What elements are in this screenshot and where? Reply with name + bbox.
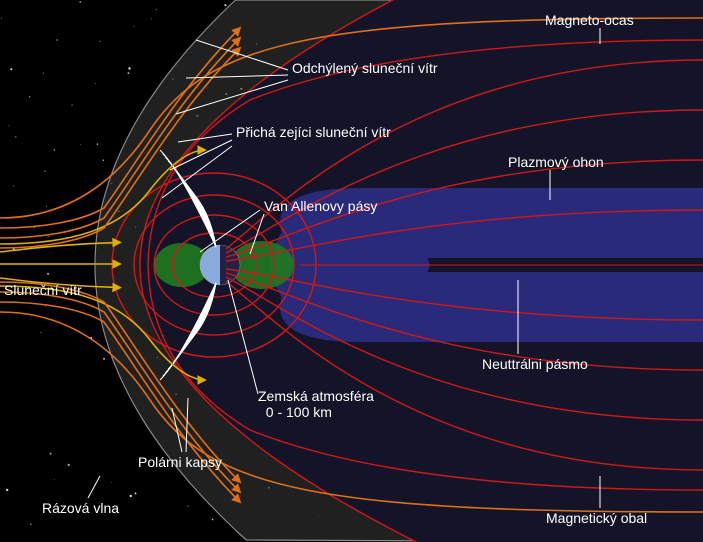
label-slunecni_vitr: Sluneční vítr [4, 282, 82, 298]
label-magneticky_obal: Magnetický obal [546, 510, 647, 526]
label-magnetoocas: Magneto-ocas [545, 12, 634, 28]
label-polarni_kapsy: Polárni kapsy [138, 454, 222, 470]
label-neutralni: Neuttrálni pásmo [482, 356, 588, 372]
label-prichazejici: Přichá zejíci sluneční vítr [236, 124, 391, 140]
diagram-svg [0, 0, 703, 542]
label-zemska_atm: Zemská atmosféra 0 - 100 km [258, 388, 374, 420]
magnetosphere-diagram: Magneto-ocas Odchýlený sluneční vítr Přich… [0, 0, 703, 542]
label-razova_vlna: Rázová vlna [42, 500, 119, 516]
earth [200, 245, 240, 285]
label-van_allen: Van Allenovy pásy [264, 198, 377, 214]
label-plazmovy_ohon: Plazmový ohon [508, 154, 604, 170]
label-odchyleny: Odchýlený sluneční vítr [292, 60, 438, 76]
